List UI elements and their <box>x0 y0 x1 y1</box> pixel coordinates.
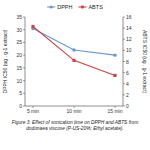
caption: Figure 3: Effect of sonication time on D… <box>12 120 138 125</box>
y2-tick <box>123 50 125 51</box>
y-tick-label: 5 <box>19 90 22 96</box>
y2-tick <box>123 106 125 107</box>
y-tick <box>23 17 25 18</box>
y-tick <box>23 80 25 81</box>
y-axis-label: DPPH IC50 (ug . g-1 extract) <box>2 29 8 93</box>
legend-marker <box>50 6 53 9</box>
x-tick-label: 10 min <box>66 108 81 114</box>
y-tick-label: 0 <box>19 103 22 109</box>
legend-label: ABTS <box>88 4 103 10</box>
data-point <box>72 48 75 51</box>
y-axis-line <box>25 17 26 106</box>
y-tick <box>23 29 25 30</box>
legend: DPPH ABTS <box>47 4 103 10</box>
y2-axis-label: ABTS IC50 (ug . g-1 extract) <box>142 30 148 93</box>
x-tick-label: 15 min <box>107 108 122 114</box>
legend-marker <box>81 6 84 9</box>
y-tick <box>23 93 25 94</box>
legend-item: ABTS <box>78 4 103 10</box>
y2-tick-label: 10 <box>126 47 132 53</box>
y2-tick <box>123 83 125 84</box>
y2-tick <box>123 61 125 62</box>
caption: dodonaea viscose (P-US-20%; Ethyl acetat… <box>26 126 124 131</box>
y2-tick-label: 16 <box>126 14 132 20</box>
y2-tick <box>123 39 125 40</box>
y-tick-label: 25 <box>16 39 22 45</box>
legend-item: DPPH <box>47 4 72 10</box>
y2-tick-label: 4 <box>126 81 129 87</box>
y-tick <box>23 67 25 68</box>
y-tick-label: 15 <box>16 65 22 71</box>
y2-tick-label: 2 <box>126 92 129 98</box>
y-tick <box>23 106 25 107</box>
y2-tick <box>123 94 125 95</box>
y2-tick-label: 6 <box>126 70 129 76</box>
y2-tick-label: 8 <box>126 59 129 65</box>
y-tick-label: 35 <box>16 14 22 20</box>
y2-tick <box>123 17 125 18</box>
y2-tick-label: 12 <box>126 36 132 42</box>
series-line <box>33 28 115 55</box>
y-tick-label: 10 <box>16 78 22 84</box>
chart: 0 5 10 15 20 25 30 35 0 2 4 6 8 10 12 14 16 5 min 10 min 15… <box>0 0 150 150</box>
data-point <box>113 53 116 56</box>
data-point <box>31 25 34 28</box>
y2-tick <box>123 72 125 73</box>
y-tick <box>23 42 25 43</box>
y2-tick-label: 14 <box>126 25 132 31</box>
legend-line <box>47 6 55 7</box>
x-tick-label: 5 min <box>27 108 39 114</box>
legend-label: DPPH <box>57 4 72 10</box>
data-point <box>72 59 75 62</box>
legend-line <box>78 6 86 7</box>
series-line <box>33 26 115 75</box>
y2-tick <box>123 28 125 29</box>
y-tick-label: 30 <box>16 27 22 33</box>
y2-tick-label: 0 <box>126 103 129 109</box>
y-tick <box>23 55 25 56</box>
data-point <box>113 74 116 77</box>
y-tick-label: 20 <box>16 52 22 58</box>
plot-area <box>31 25 116 77</box>
